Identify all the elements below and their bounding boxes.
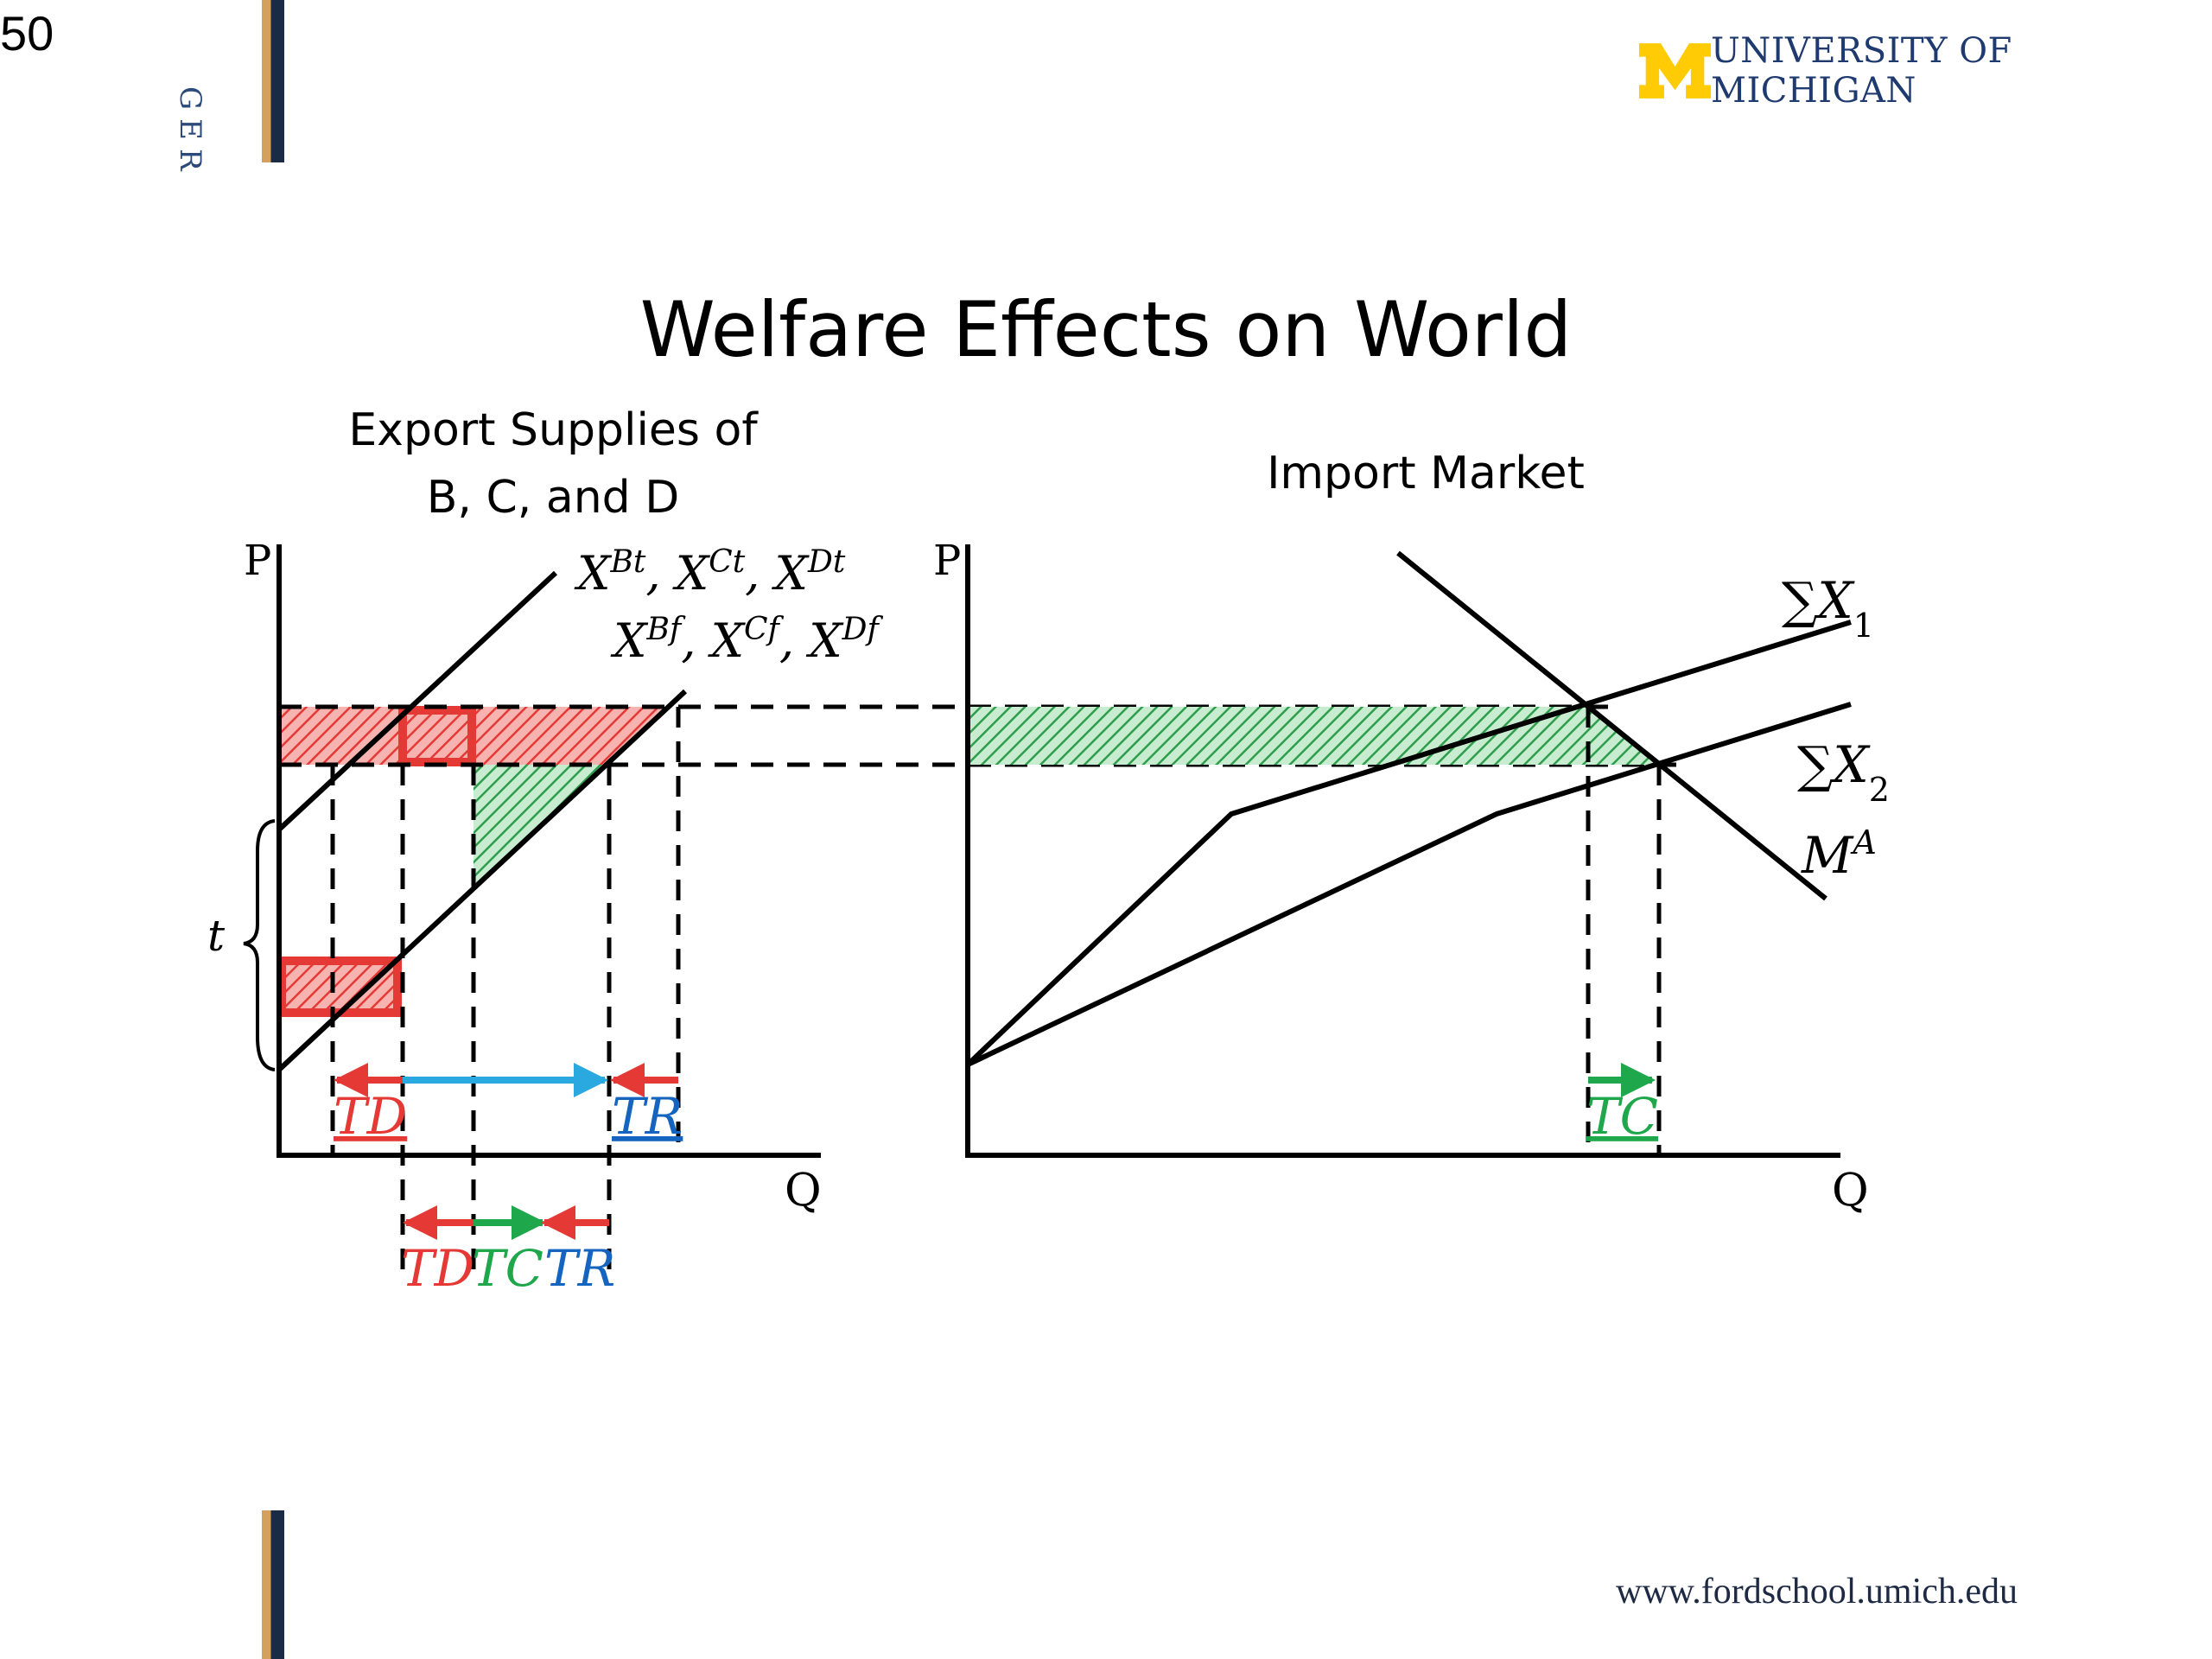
sum-x2-label: ∑X2 (1797, 735, 1890, 809)
sum-x1-curve (965, 620, 1852, 1067)
tr2-label: TR (544, 1239, 615, 1298)
import-demand-curve (1396, 550, 1827, 901)
terms-of-trade-box (398, 706, 476, 766)
tr-label: TR (612, 1087, 683, 1146)
tariff-small-box (277, 957, 402, 1017)
tc2-label: TC (472, 1239, 543, 1298)
right-axis-p: P (933, 537, 961, 585)
slide-title: Welfare Effects on World (639, 285, 1573, 374)
sum-x2-curve (966, 702, 1852, 1067)
tariff-label: t (207, 911, 226, 961)
top-accent-bar (262, 0, 284, 162)
supply-tariff-label: XBt, XCt, XDt (574, 544, 846, 601)
left-panel-title-line2: B, C, and D (426, 472, 680, 524)
td2-label: TD (401, 1239, 474, 1298)
slide-number: 50 (0, 6, 54, 60)
bottom-accent-bar (262, 1510, 284, 1659)
supply-free-label: XBf, XCf, XDf (610, 612, 884, 669)
left-axis-q: Q (785, 1165, 822, 1217)
import-demand-label: MA (1801, 823, 1877, 885)
block-m-icon (1638, 43, 1712, 99)
side-text: GER (173, 86, 207, 180)
tariff-brace (243, 819, 276, 1071)
td-label: TD (334, 1087, 407, 1146)
supply-with-tariff-curve (276, 570, 558, 832)
right-tc-label: TC (1586, 1087, 1658, 1146)
import-market-gain-area (968, 707, 1659, 765)
left-panel-title-line1: Export Supplies of (348, 404, 758, 456)
university-logo: UNIVERSITY OF MICHIGAN (1637, 31, 2212, 111)
right-panel-title: Import Market (1267, 448, 1585, 499)
logo-text: UNIVERSITY OF MICHIGAN (1711, 31, 2012, 111)
supply-free-trade-curve (276, 689, 688, 1072)
sum-x1-label: ∑X1 (1782, 571, 1874, 645)
website-url: www.fordschool.umich.edu (1616, 1572, 2018, 1611)
right-axis-q: Q (1832, 1165, 1869, 1217)
left-axis-p: P (244, 537, 271, 585)
